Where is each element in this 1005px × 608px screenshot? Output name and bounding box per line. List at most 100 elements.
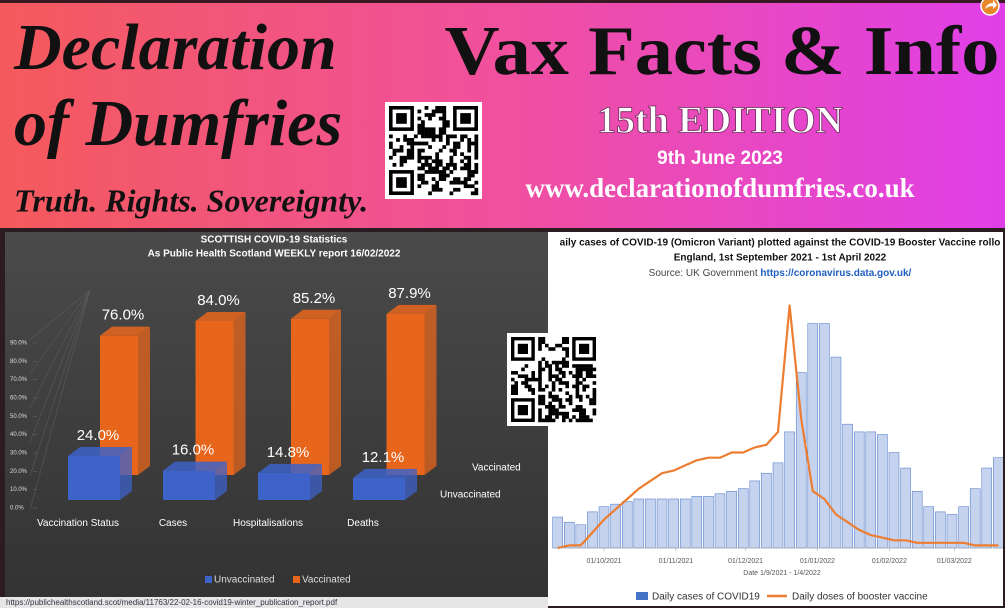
- qr-module: [421, 166, 425, 171]
- qr-module: [435, 180, 440, 185]
- bar-top: [68, 447, 132, 456]
- tagline: Truth. Rights. Sovereignty.: [14, 182, 368, 218]
- share-icon[interactable]: [980, 0, 1000, 16]
- qr-module: [456, 145, 461, 149]
- qr-module: [417, 155, 422, 160]
- qr-module: [541, 418, 546, 423]
- qr-module: [435, 106, 440, 110]
- qr-module: [541, 357, 546, 361]
- bar: [761, 472, 772, 549]
- bar-top: [100, 326, 150, 336]
- qr-module: [421, 173, 425, 178]
- qr-module: [565, 354, 569, 358]
- qr-module: [410, 152, 415, 157]
- qr-module: [582, 411, 586, 416]
- qr-module: [562, 405, 566, 409]
- qr-module: [555, 377, 559, 382]
- qr-module: [417, 141, 422, 146]
- y-tick-label: 40.0%: [10, 432, 28, 438]
- qr-module: [524, 364, 529, 368]
- bar: [749, 480, 761, 549]
- qr-module: [470, 141, 475, 146]
- qr-module: [428, 166, 432, 171]
- qr-module: [551, 384, 556, 389]
- bar: [563, 521, 575, 549]
- qr-module: [456, 177, 461, 181]
- qr-module: [467, 155, 472, 160]
- share-arrow: [985, 0, 997, 9]
- bar: [598, 506, 610, 549]
- floor-line: [29, 289, 91, 443]
- qr-module: [521, 367, 525, 372]
- qr-module: [442, 145, 447, 149]
- source-link[interactable]: https://coronavirus.data.gov.uk/: [760, 268, 911, 279]
- qr-module: [568, 371, 573, 375]
- qr-module: [410, 138, 415, 142]
- qr-module: [474, 191, 479, 196]
- qr-module: [392, 148, 397, 153]
- qr-module: [413, 141, 418, 146]
- qr-module: [453, 145, 457, 149]
- qr-module: [467, 170, 472, 174]
- qr-module: [551, 394, 556, 399]
- bar: [645, 498, 656, 549]
- qr-module: [438, 106, 443, 110]
- qr-module: [589, 418, 593, 423]
- legend-label[interactable]: Daily doses of booster vaccine: [792, 592, 928, 603]
- qr-module: [575, 405, 580, 409]
- plot: aily cases of COVID-19 (Omicron Variant)…: [552, 238, 1003, 550]
- qr-module: [565, 415, 569, 419]
- bar-side: [424, 304, 437, 475]
- qr-module: [551, 347, 556, 351]
- qr-module: [435, 162, 440, 167]
- qr-module: [562, 418, 566, 423]
- qr-module: [582, 418, 586, 423]
- qr-module: [445, 166, 450, 171]
- qr-module: [424, 155, 429, 160]
- qr-module: [421, 127, 425, 132]
- qr-module: [399, 145, 404, 149]
- qr-module: [428, 113, 432, 117]
- qr-module: [517, 374, 522, 378]
- qr-module: [399, 162, 404, 167]
- qr-module: [442, 106, 447, 110]
- qr-module: [435, 166, 440, 171]
- qr-module: [541, 388, 546, 392]
- qr-module: [572, 384, 576, 389]
- qr-module: [562, 340, 566, 344]
- bar: [900, 467, 911, 549]
- legend-label[interactable]: Daily cases of COVID19: [652, 592, 760, 603]
- qr-module: [538, 411, 542, 416]
- qr-module: [428, 127, 432, 132]
- legend-label[interactable]: Unvaccinated: [214, 575, 275, 586]
- qr-module: [565, 337, 569, 341]
- legend-swatch: [205, 576, 212, 583]
- qr-module: [470, 170, 475, 174]
- qr-module: [453, 177, 457, 181]
- legend-label[interactable]: Vaccinated: [302, 575, 351, 586]
- qr-module: [474, 145, 479, 149]
- qr-module: [417, 184, 422, 189]
- x-tick-label: Vaccination Status: [36, 518, 120, 529]
- qr-module: [511, 371, 515, 375]
- qr-module: [449, 148, 454, 153]
- qr-module: [524, 381, 529, 385]
- qr-module: [585, 367, 590, 372]
- qr-module: [470, 191, 475, 196]
- qr-module: [541, 401, 546, 406]
- qr-module: [551, 374, 556, 378]
- value-label: 87.9%: [388, 285, 431, 302]
- floor-line: [29, 289, 91, 409]
- qr-module: [424, 162, 429, 167]
- bar: [842, 423, 853, 549]
- qr-module: [424, 180, 429, 185]
- qr-module: [548, 377, 552, 382]
- qr-module: [555, 394, 559, 399]
- qr-module: [565, 411, 569, 416]
- qr-module: [417, 148, 422, 153]
- qr-module: [392, 162, 397, 167]
- website[interactable]: www.declarationofdumfries.co.uk: [525, 173, 914, 203]
- qr-module: [460, 134, 464, 139]
- qr-module: [579, 405, 583, 409]
- qr-module: [558, 405, 563, 409]
